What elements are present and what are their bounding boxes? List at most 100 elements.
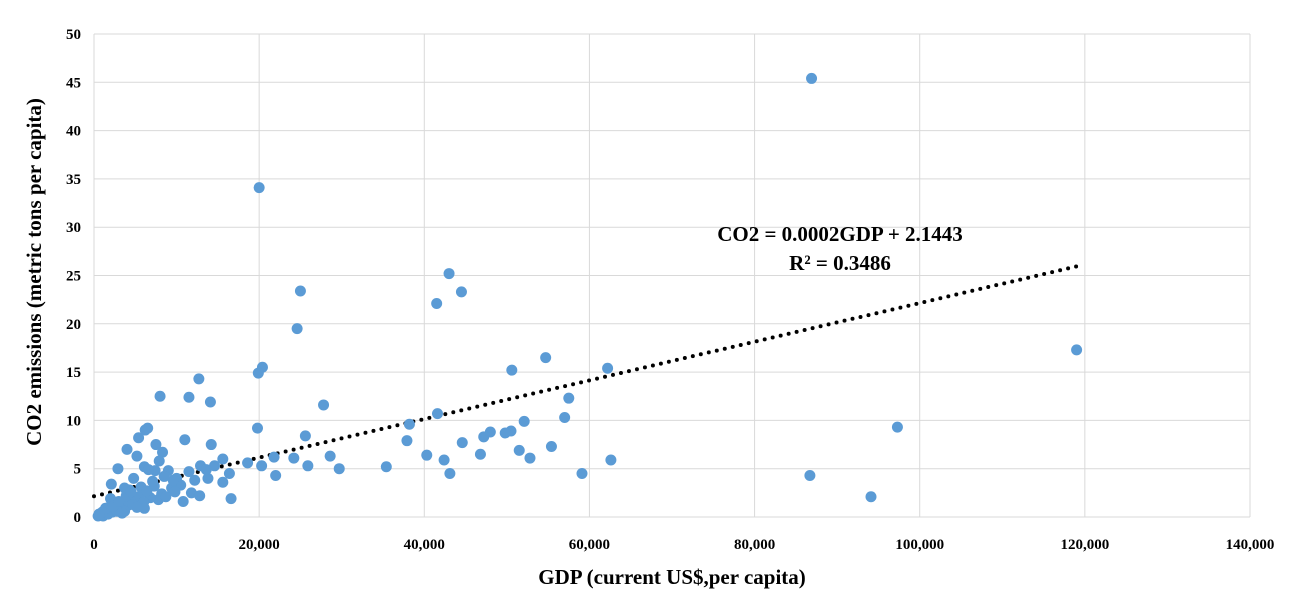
- data-point: [431, 298, 443, 310]
- y-tick-label: 35: [66, 172, 81, 188]
- data-point: [499, 427, 511, 439]
- data-point: [333, 463, 345, 475]
- data-point: [193, 373, 205, 385]
- data-point: [474, 448, 486, 460]
- data-point: [438, 454, 450, 466]
- data-point: [157, 446, 169, 458]
- data-point: [478, 431, 490, 443]
- x-tick-label: 120,000: [1060, 537, 1109, 553]
- data-point: [183, 466, 195, 478]
- gridlines: [93, 33, 1251, 518]
- data-point: [444, 468, 456, 480]
- data-point: [506, 364, 518, 376]
- data-point: [456, 437, 468, 449]
- data-point: [288, 452, 300, 464]
- data-point: [256, 460, 268, 472]
- data-point: [150, 439, 162, 451]
- data-point: [294, 285, 306, 297]
- data-point: [183, 391, 195, 403]
- data-point: [131, 501, 143, 513]
- data-point: [223, 468, 235, 480]
- data-point: [177, 496, 189, 508]
- data-point: [563, 392, 575, 404]
- y-tick-label: 25: [66, 269, 81, 285]
- y-tick-label: 0: [74, 510, 82, 526]
- data-point: [545, 440, 557, 452]
- data-point: [158, 470, 170, 482]
- data-point: [160, 491, 172, 503]
- data-point: [576, 468, 588, 480]
- data-point: [179, 434, 191, 446]
- data-point: [1071, 344, 1083, 356]
- y-tick-label: 15: [66, 365, 81, 381]
- data-point: [209, 460, 221, 472]
- data-point: [128, 472, 140, 484]
- data-point: [217, 453, 229, 465]
- data-point: [318, 399, 330, 411]
- data-point: [401, 435, 413, 447]
- y-tick-label: 10: [66, 413, 81, 429]
- data-point: [518, 415, 530, 427]
- data-point: [202, 472, 214, 484]
- data-point: [131, 450, 143, 462]
- trendline: [92, 264, 1079, 499]
- data-point: [302, 460, 314, 472]
- data-point: [804, 469, 816, 481]
- data-point: [204, 396, 216, 408]
- data-point: [139, 424, 151, 436]
- data-point: [242, 457, 254, 469]
- data-point: [105, 478, 117, 490]
- data-points: [92, 72, 1083, 522]
- data-point: [251, 422, 263, 434]
- x-tick-label: 40,000: [404, 537, 445, 553]
- data-point: [93, 508, 105, 520]
- y-axis-title: CO2 emissions (metric tons per capita): [22, 98, 46, 446]
- data-point: [147, 475, 159, 487]
- data-point: [125, 486, 137, 498]
- data-point: [189, 474, 201, 486]
- data-point: [524, 452, 536, 464]
- data-point: [299, 430, 311, 442]
- data-point: [602, 362, 614, 374]
- trendline-equation: CO2 = 0.0002GDP + 2.1443: [717, 222, 963, 246]
- data-point: [540, 352, 552, 364]
- data-point: [153, 455, 165, 467]
- data-point: [205, 439, 217, 451]
- data-point: [270, 469, 282, 481]
- data-point: [141, 485, 153, 497]
- data-point: [605, 454, 617, 466]
- x-tick-label: 0: [90, 537, 98, 553]
- data-point: [185, 487, 197, 499]
- data-point: [194, 490, 206, 502]
- data-point: [113, 496, 125, 508]
- trendline-path: [92, 264, 1079, 499]
- data-point: [806, 72, 818, 84]
- data-point: [291, 323, 303, 335]
- data-point: [225, 493, 237, 505]
- data-point: [252, 367, 264, 379]
- data-point: [559, 412, 571, 424]
- x-axis-title: GDP (current US$,per capita): [538, 565, 806, 589]
- data-point: [154, 390, 166, 402]
- data-point: [891, 421, 903, 433]
- data-point: [513, 444, 525, 456]
- tick-labels: 0 5 10 15 20 25 30 35 40 45 50 0 20,000 40,000 60,000 8…: [66, 27, 1274, 553]
- data-point: [133, 432, 145, 444]
- data-point: [421, 449, 433, 461]
- data-point: [253, 182, 265, 194]
- data-point: [121, 443, 133, 455]
- x-tick-label: 80,000: [734, 537, 775, 553]
- data-point: [380, 461, 392, 473]
- y-tick-label: 5: [74, 462, 82, 478]
- x-tick-label: 140,000: [1226, 537, 1275, 553]
- data-point: [324, 450, 336, 462]
- data-point: [167, 474, 179, 486]
- x-tick-label: 100,000: [895, 537, 944, 553]
- data-point: [403, 418, 415, 430]
- data-point: [455, 286, 467, 298]
- data-point: [431, 408, 443, 420]
- x-tick-label: 20,000: [239, 537, 280, 553]
- y-tick-label: 30: [66, 220, 81, 236]
